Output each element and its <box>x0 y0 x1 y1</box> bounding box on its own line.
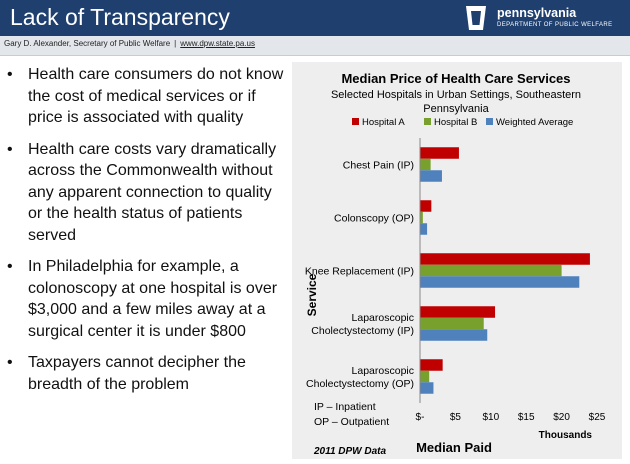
legend-swatch <box>352 118 359 125</box>
chart-source: 2011 DPW Data <box>313 446 387 457</box>
department-name: DEPARTMENT OF PUBLIC WELFARE <box>497 22 613 28</box>
bar <box>420 253 590 265</box>
page-title: Lack of Transparency <box>10 4 230 30</box>
legend-swatch <box>424 118 431 125</box>
bullet-list: Health care consumers do not know the co… <box>6 64 288 405</box>
x-tick-label: $15 <box>518 412 535 423</box>
x-tick-label: $10 <box>482 412 499 423</box>
chart-bars <box>420 147 590 394</box>
bar <box>420 200 432 212</box>
x-tick-label: $20 <box>553 412 570 423</box>
category-label: Cholectystectomy (OP) <box>306 378 414 390</box>
legend-swatch <box>486 118 493 125</box>
units-label: Thousands <box>539 430 593 441</box>
subheader-bar: Gary D. Alexander, Secretary of Public W… <box>0 36 630 56</box>
x-tick-labels: $- $5 $10 $15 $20 $25 <box>416 412 606 423</box>
brand-name: pennsylvania <box>497 6 577 20</box>
chart-title: Median Price of Health Care Services <box>341 71 570 86</box>
bar <box>420 370 430 383</box>
legend-label: Hospital B <box>434 117 477 128</box>
category-label: Colonscopy (OP) <box>334 213 414 225</box>
chart-subtitle-line-2: Pennsylvania <box>423 103 489 115</box>
bar <box>420 329 488 341</box>
chart-panel: Median Price of Health Care Services Sel… <box>292 62 622 459</box>
bar <box>420 158 431 171</box>
category-label: Knee Replacement (IP) <box>305 266 414 278</box>
header-bar: Lack of Transparency pennsylvania DEPART… <box>0 0 630 36</box>
category-labels: Chest Pain (IP) Colonscopy (OP) Knee Repla… <box>305 160 414 391</box>
category-label: Laparoscopic <box>352 312 414 324</box>
note-outpatient: OP – Outpatient <box>314 416 389 428</box>
subheader-separator: | <box>174 39 177 48</box>
note-inpatient: IP – Inpatient <box>314 401 376 413</box>
bar <box>420 306 496 318</box>
bar <box>420 223 428 235</box>
chart-subtitle-line-1: Selected Hospitals in Urban Settings, So… <box>331 89 581 101</box>
bar <box>420 211 423 224</box>
legend-label: Hospital A <box>362 117 405 128</box>
bar <box>420 359 443 371</box>
x-tick-label: $25 <box>589 412 606 423</box>
bar <box>420 264 562 277</box>
x-tick-label: $- <box>416 412 425 423</box>
y-axis-title: Service <box>305 273 319 316</box>
bar <box>420 147 459 159</box>
bar <box>420 170 442 182</box>
price-bar-chart: Median Price of Health Care Services Sel… <box>305 71 606 457</box>
category-label: Laparoscopic <box>352 365 414 377</box>
legend-label: Weighted Average <box>496 117 573 128</box>
category-label: Chest Pain (IP) <box>343 160 414 172</box>
author-credit: Gary D. Alexander, Secretary of Public W… <box>4 39 171 48</box>
x-tick-label: $5 <box>450 412 462 423</box>
category-label: Cholectystectomy (IP) <box>311 325 414 337</box>
chart-legend: Hospital A Hospital B Weighted Average <box>352 117 573 128</box>
website-link[interactable]: www.dpw.state.pa.us <box>180 39 255 48</box>
bullet-item: Taxpayers cannot decipher the breadth of… <box>6 352 288 395</box>
x-axis-title: Median Paid <box>416 440 492 455</box>
bullet-item: Health care consumers do not know the co… <box>6 64 288 129</box>
bullet-item: In Philadelphia for example, a colonosco… <box>6 256 288 342</box>
bar <box>420 317 484 330</box>
bullet-item: Health care costs vary dramatically acro… <box>6 139 288 247</box>
bar <box>420 276 580 288</box>
bar <box>420 382 434 394</box>
keystone-logo-icon <box>466 6 486 30</box>
